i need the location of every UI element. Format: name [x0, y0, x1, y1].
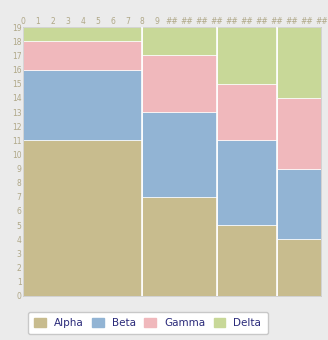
Bar: [217, 84, 277, 140]
Bar: [23, 70, 142, 140]
Bar: [217, 225, 277, 296]
Bar: [142, 112, 217, 197]
Legend: Alpha, Beta, Gamma, Delta: Alpha, Beta, Gamma, Delta: [28, 312, 268, 335]
Bar: [277, 169, 321, 239]
Bar: [23, 27, 142, 41]
Bar: [142, 27, 217, 55]
Bar: [23, 140, 142, 296]
Bar: [217, 140, 277, 225]
Bar: [277, 239, 321, 296]
Bar: [277, 98, 321, 169]
Bar: [142, 55, 217, 112]
Bar: [217, 27, 277, 84]
Bar: [23, 41, 142, 70]
Bar: [142, 197, 217, 296]
Bar: [277, 27, 321, 98]
